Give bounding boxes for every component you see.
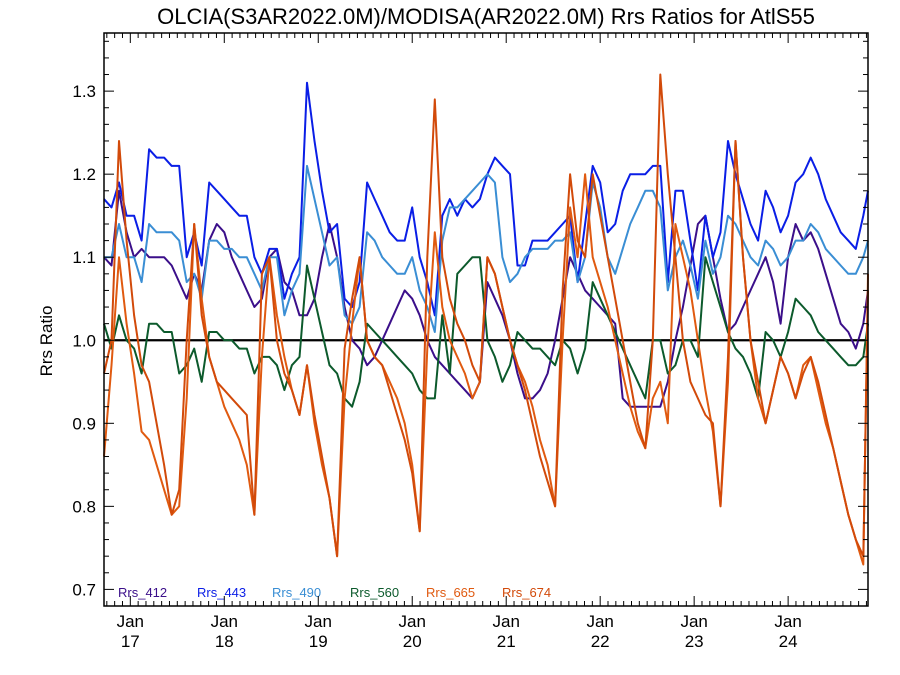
y-tick-label: 1.3 <box>72 82 96 101</box>
x-tick-label-year: 24 <box>779 632 798 651</box>
y-tick-label: 0.9 <box>72 414 96 433</box>
plot-frame <box>103 32 869 607</box>
y-tick-label: 0.8 <box>72 497 96 516</box>
chart-title: OLCIA(S3AR2022.0M)/MODISA(AR2022.0M) Rrs… <box>157 4 815 29</box>
x-tick-label-month: Jan <box>774 612 801 631</box>
legend-entry-rrs-412: Rrs_412 <box>118 585 167 600</box>
legend-entry-rrs-443: Rrs_443 <box>197 585 246 600</box>
series-line-rrs-412 <box>103 189 869 408</box>
legend-entry-rrs-490: Rrs_490 <box>272 585 321 600</box>
x-tick-label-year: 21 <box>497 632 516 651</box>
x-tick-label-year: 18 <box>215 632 234 651</box>
x-tick-label-year: 17 <box>121 632 140 651</box>
legend-entry-rrs-665: Rrs_665 <box>426 585 475 600</box>
x-tick-label-year: 20 <box>403 632 422 651</box>
x-tick-label-year: 22 <box>591 632 610 651</box>
legend: Rrs_412 Rrs_443 Rrs_490 Rrs_560 Rrs_665 Rrs_6… <box>118 585 551 600</box>
x-tick-label-month: Jan <box>305 612 332 631</box>
y-tick-label: 0.7 <box>72 580 96 599</box>
y-tick-label: 1.0 <box>72 331 96 350</box>
x-tick-label-month: Jan <box>117 612 144 631</box>
series-line-rrs-560 <box>103 256 869 408</box>
x-tick-label-month: Jan <box>586 612 613 631</box>
y-axis: 0.7 0.8 0.9 1.0 1.1 1.2 1.3 <box>72 40 868 599</box>
x-tick-label-month: Jan <box>680 612 707 631</box>
x-tick-label-year: 19 <box>309 632 328 651</box>
legend-entry-rrs-560: Rrs_560 <box>350 585 399 600</box>
y-axis-label: Rrs Ratio <box>37 306 56 377</box>
series-layer <box>103 73 869 566</box>
x-tick-label-month: Jan <box>211 612 238 631</box>
x-tick-label-month: Jan <box>399 612 426 631</box>
series-line-rrs-674 <box>103 73 869 558</box>
x-tick-label-year: 23 <box>685 632 704 651</box>
x-tick-label-month: Jan <box>492 612 519 631</box>
y-tick-label: 1.1 <box>72 248 96 267</box>
series-line-rrs-490 <box>104 164 869 333</box>
legend-entry-rrs-674: Rrs_674 <box>502 585 551 600</box>
y-tick-label: 1.2 <box>72 165 96 184</box>
